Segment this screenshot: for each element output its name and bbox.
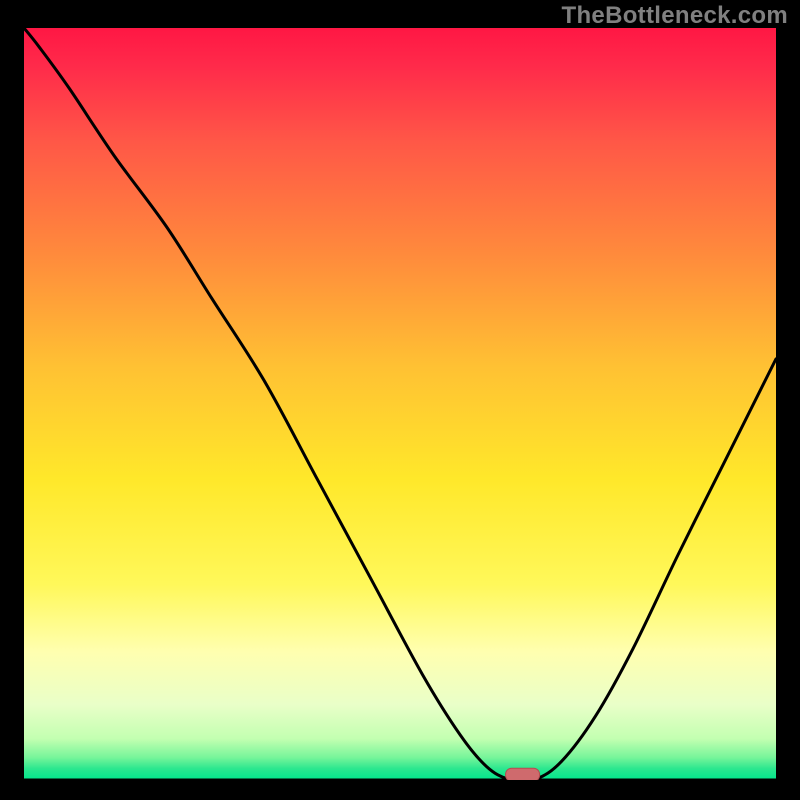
chart-frame: TheBottleneck.com <box>0 0 800 800</box>
watermark-text: TheBottleneck.com <box>562 2 788 30</box>
gradient-background <box>24 28 776 780</box>
bottleneck-marker <box>506 768 540 781</box>
bottleneck-chart <box>0 0 800 800</box>
